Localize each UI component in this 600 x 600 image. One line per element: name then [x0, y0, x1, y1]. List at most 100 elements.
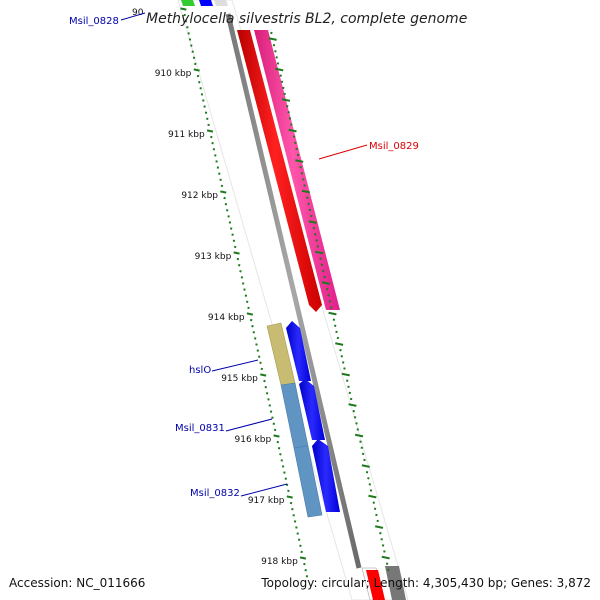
outer-scale-tick [376, 519, 379, 523]
outer-scale-tick [301, 189, 311, 194]
inner-scale-tick [193, 68, 200, 72]
inner-scale-tick [287, 489, 290, 493]
outer-scale-tick [322, 269, 325, 273]
outer-scale-tick [387, 568, 390, 571]
gene-label-lines [120, 12, 368, 497]
outer-scale-tick [381, 555, 390, 560]
gene-msil-0831-arrow [299, 379, 325, 440]
outer-scale-tick [283, 92, 286, 96]
inner-scale-tick [246, 300, 249, 303]
outer-scale-tick [374, 525, 384, 529]
inner-scale-tick [223, 196, 226, 200]
inner-scale-tick [210, 135, 213, 139]
inner-scale-tick [196, 74, 200, 78]
inner-scale-tick [251, 324, 254, 328]
inner-scale-tick [243, 288, 246, 291]
outer-scale-tick [372, 501, 375, 504]
outer-scale-tick [335, 342, 344, 346]
inner-scale-tick [227, 215, 230, 218]
outer-scale-tick [339, 348, 342, 352]
inner-scale-tick [236, 257, 240, 261]
inner-scale-tick [242, 282, 245, 285]
label-msil-0832[interactable]: Msil_0832 [190, 488, 240, 499]
inner-scale-tick [192, 56, 196, 59]
label-msil-0829[interactable]: Msil_0829 [369, 141, 419, 152]
inner-scale-tick [268, 404, 271, 407]
outer-scale-tick [355, 422, 358, 425]
outer-scale-tick [373, 507, 377, 510]
kbp-tick-label: 915 kbp [221, 374, 258, 384]
inner-scale-tick [230, 227, 233, 230]
inner-scale-tick [202, 99, 205, 102]
inner-scale-tick [224, 202, 228, 206]
inner-scale-tick [188, 38, 192, 41]
inner-scale-tick [190, 44, 193, 47]
outer-scale-tick [369, 489, 373, 492]
outer-scale-tick [336, 336, 340, 340]
outer-scale-tick [326, 287, 329, 291]
outer-scale-tick [281, 98, 291, 102]
outer-scale-tick [361, 452, 365, 456]
inner-scale-tick [214, 154, 217, 157]
inner-scale-tick [212, 148, 216, 151]
outer-scale-tick [276, 62, 280, 65]
inner-scale-tick [263, 379, 266, 383]
inner-scale-tick [228, 221, 232, 224]
outer-scale-tick [381, 544, 385, 547]
outer-scale-tick [365, 470, 369, 474]
outer-scale-tick [303, 184, 306, 187]
inner-scale-tick [304, 568, 307, 572]
outer-scale-tick [286, 104, 289, 108]
label-msil-0831[interactable]: Msil_0831 [175, 423, 225, 434]
inner-scale-tick [305, 575, 309, 578]
inner-scale-tick [283, 471, 286, 474]
inner-scale-tick [289, 501, 293, 505]
outer-scale-tick [330, 306, 333, 309]
outer-scale-tick [308, 208, 312, 212]
inner-scale-tick [259, 361, 262, 364]
inner-scale-tick [260, 373, 267, 377]
outer-scale-tick [340, 355, 343, 358]
inner-scale-tick [204, 111, 208, 114]
outer-scale-tick [342, 361, 345, 364]
gene-msil-0832-arrow [312, 439, 340, 512]
outer-scale-tick [275, 56, 278, 59]
inner-scale-tick [191, 50, 194, 53]
inner-scale-tick [187, 32, 190, 35]
inner-scale-tick [203, 105, 206, 108]
inner-scale-tick [250, 318, 253, 322]
inner-scale-tick [300, 550, 303, 554]
outer-scale-tick [375, 513, 378, 517]
outer-scale-tick [383, 550, 386, 553]
inner-scale-tick [194, 62, 197, 66]
outer-scale-tick [295, 159, 304, 163]
inner-scale-tick [297, 538, 301, 541]
backbone-line [225, 13, 362, 569]
outer-scale-tick [319, 257, 322, 260]
inner-scale-tick [303, 562, 306, 566]
outer-scale-tick [379, 531, 382, 535]
outer-scale-tick [385, 562, 389, 565]
outer-scale-tick [341, 372, 350, 377]
kbp-tick-label: 914 kbp [208, 313, 245, 323]
outer-scale-tick [300, 172, 304, 175]
outer-scale-tick [314, 233, 317, 236]
outer-scale-tick [275, 67, 284, 72]
outer-scale-tick [294, 141, 297, 144]
label-hslo[interactable]: hslO [189, 365, 211, 376]
outer-scale-tick [307, 202, 310, 205]
inner-scale-tick [293, 520, 297, 523]
outer-scale-tick [353, 416, 357, 419]
inner-scale-tick [246, 312, 254, 316]
inner-scale-tick [218, 172, 221, 175]
inner-scale-tick [280, 459, 283, 462]
label-msil-0828[interactable]: Msil_0828 [69, 16, 119, 27]
inner-scale-tick [273, 434, 280, 438]
outer-scale-tick [282, 86, 285, 90]
inner-scale-tick [299, 544, 302, 547]
inner-scale-tick [295, 526, 298, 529]
accession-text: Accession: NC_011666 [9, 576, 146, 590]
outer-scale-tick [287, 111, 290, 114]
top-features [181, 0, 228, 6]
